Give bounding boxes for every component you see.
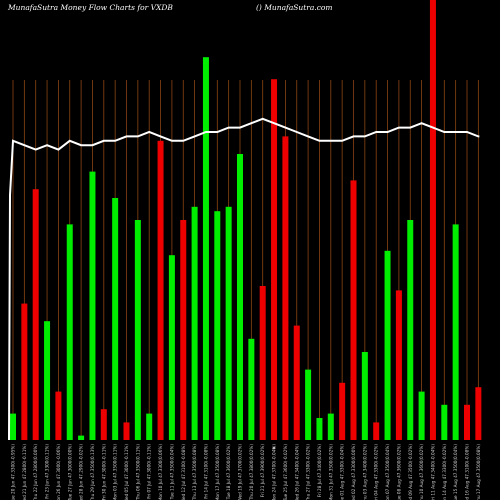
money-flow-bar (78, 435, 85, 440)
x-tick-label: Wed 05 Jul 47.3000(-0.11%) (124, 444, 129, 500)
money-flow-bar (10, 413, 16, 440)
money-flow-bar (464, 404, 470, 440)
x-tick-label: Thu 03 Aug 47.3400(0.02%) (362, 444, 367, 500)
x-tick-label: Tue 08 Aug 47.3600(0.02%) (396, 444, 401, 500)
money-flow-bar (327, 413, 334, 440)
money-flow-bar (146, 413, 153, 440)
money-flow-bar (395, 290, 402, 440)
x-tick-label: Fri 23 Jun 47.3300(0.11%) (45, 444, 50, 499)
x-tick-label: Thu 29 Jun 47.3500(0.13%) (90, 444, 95, 500)
x-tick-label: Tue 25 Jul 47.3600(-0.02%) (283, 444, 288, 500)
money-flow-bar (429, 0, 436, 440)
x-tick-label: Mon 03 Jul 47.3500(0.11%) (113, 444, 118, 500)
money-flow-bar (123, 422, 130, 440)
money-flow-line-group (8, 117, 480, 441)
money-flow-bar (100, 409, 107, 440)
x-tick-label: Fri 14 Jul 47.3100(-0.08%) (203, 444, 208, 499)
money-flow-bar (214, 211, 221, 440)
x-tick-label: Tue 20 Jun 47.3300(-0.95%) (11, 444, 16, 500)
money-flow-bar (66, 224, 73, 440)
money-flow-line (8, 117, 480, 441)
x-tick-label: Mon 14 Aug 47.3300(-0.02%) (442, 444, 447, 500)
money-flow-bar (259, 286, 266, 440)
money-flow-bar (407, 220, 414, 440)
x-tick-label: Fri 04 Aug 47.3300(-0.02%) (374, 444, 379, 500)
money-flow-bar (475, 387, 482, 440)
money-flow-bar (89, 171, 96, 440)
x-tick-label: Wed 09 Aug 47.3500(-0.02%) (408, 444, 413, 500)
x-tick-label: Tue 27 Jun 47.3000(0.00%) (67, 444, 72, 500)
money-flow-bar (384, 250, 391, 440)
money-flow-bar (44, 321, 51, 440)
money-flow-bar (21, 303, 28, 440)
chart-title: MunafaSutra Money Flow Charts for VXDB (8, 3, 173, 12)
x-tick-label: Wed 12 Jul 47.3100(-0.08%) (181, 444, 186, 500)
x-tick-label: Wed 16 Aug 47.3100(-0.08%) (465, 444, 470, 500)
money-flow-bar (237, 154, 243, 440)
bars (10, 0, 482, 441)
x-tick-label: Fri 30 Jun 47.3000(-0.11%) (101, 444, 106, 500)
x-tick-label: Tue 18 Jul 47.3600(0.02%) (226, 444, 231, 500)
money-flow-bar (350, 180, 357, 440)
money-flow-bar (339, 382, 346, 440)
x-tick-label: Fri 21 Jul 47.3900(0.02%) (260, 444, 265, 498)
site-credit: () MunafaSutra.com (256, 3, 333, 12)
money-flow-bar (225, 206, 232, 440)
x-tick-label: Wed 02 Aug 47.3300(0.00%) (351, 444, 356, 500)
money-flow-bar (305, 369, 312, 440)
money-flow-bar (316, 418, 323, 440)
x-axis-labels: Tue 20 Jun 47.3300(-0.95%) Wed 21 Jun 47.… (11, 444, 481, 500)
x-tick-label: Thu 27 Jul 47.3300(-0.02%) (306, 444, 311, 500)
money-flow-bar (202, 57, 209, 440)
x-tick-label: Thu 10 Aug 47.3600(0.02%) (419, 444, 424, 500)
money-flow-bar (134, 220, 141, 440)
money-flow-bar (293, 325, 300, 440)
x-tick-label: Mon 10 Jul 47.3300(0.06%) (158, 444, 163, 500)
money-flow-bar (55, 391, 62, 440)
x-tick-label: Mon 07 Aug 47.3500(0.04%) (385, 444, 390, 500)
money-flow-bar (168, 255, 175, 440)
x-tick-label: Wed 21 Jun 47.2800(-0.11%) (22, 444, 27, 500)
x-tick-label: Wed 19 Jul 47.3700(0.02%) (238, 444, 243, 500)
money-flow-bar (112, 198, 119, 440)
x-tick-label: Thu 17 Aug 47.3500(0.08%) (476, 444, 481, 500)
x-tick-label: Mon 17 Jul 47.3500(0.08%) (215, 444, 220, 500)
money-flow-bar (248, 338, 255, 440)
x-tick-label: Tue 01 Aug 47.3300(-0.04%) (340, 444, 345, 500)
money-flow-bar (373, 422, 380, 440)
money-flow-bar (282, 136, 289, 440)
money-flow-bar (418, 391, 425, 440)
money-flow-bar (32, 189, 39, 440)
x-tick-label: Wed 28 Jun 47.2900(-0.02%) (79, 444, 84, 500)
x-tick-label: Fri 07 Jul 47.3000(-0.11%) (147, 444, 152, 499)
money-flow-bar (157, 140, 164, 441)
x-tick-label: Thu 20 Jul 47.3800(0.02%) (249, 444, 254, 500)
x-tick-label: Tue 11 Jul 47.3500(0.04%) (169, 444, 174, 500)
money-flow-bar (452, 224, 459, 440)
marker-dot (272, 446, 276, 450)
x-tick-label: Mon 24 Jul 47.3700(-0.04%) (272, 444, 277, 500)
x-tick-label: Wed 26 Jul 47.3400(-0.04%) (294, 444, 299, 500)
money-flow-bar (180, 220, 187, 440)
x-tick-label: Fri 11 Aug 47.3400(-0.04%) (430, 444, 435, 500)
x-tick-label: Mon 26 Jun 47.3000(-0.06%) (56, 444, 61, 500)
x-tick-label: Mon 31 Jul 47.3500(0.02%) (328, 444, 333, 500)
money-flow-bar (271, 79, 278, 440)
x-tick-label: Tue 15 Aug 47.3500(0.04%) (453, 444, 458, 500)
x-tick-label: Thu 06 Jul 47.3500(0.11%) (135, 444, 140, 500)
money-flow-bar (441, 404, 448, 440)
money-flow-bar (191, 206, 198, 440)
x-tick-label: Thu 13 Jul 47.3500(0.08%) (192, 444, 197, 500)
money-flow-bar (361, 352, 368, 440)
x-tick-label: Thu 22 Jun 47.2800(0.00%) (33, 444, 38, 500)
x-tick-label: Fri 28 Jul 47.3400(0.02%) (317, 444, 322, 498)
